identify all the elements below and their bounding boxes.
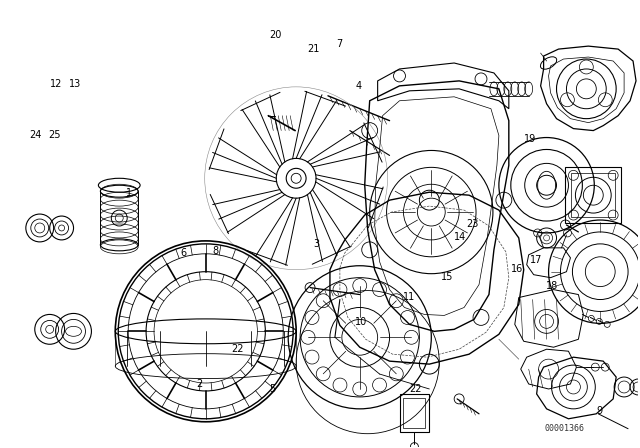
- Text: 24: 24: [29, 130, 41, 140]
- Bar: [403, 398, 426, 428]
- Text: 4: 4: [355, 81, 361, 91]
- Text: 23: 23: [467, 219, 479, 229]
- Text: 21: 21: [307, 44, 320, 55]
- Text: 8: 8: [212, 246, 218, 256]
- Bar: [572, 173, 615, 217]
- Bar: [399, 394, 429, 432]
- Text: 13: 13: [69, 79, 81, 89]
- Text: 3: 3: [314, 239, 320, 249]
- Text: 16: 16: [511, 263, 524, 274]
- Text: 22: 22: [409, 384, 422, 394]
- Text: 2: 2: [196, 379, 202, 389]
- Text: 7: 7: [336, 39, 342, 49]
- Text: 6: 6: [180, 248, 186, 258]
- Text: 15: 15: [441, 272, 453, 282]
- Text: 14: 14: [454, 233, 466, 242]
- Text: 10: 10: [355, 317, 367, 327]
- Text: 1: 1: [126, 188, 132, 198]
- Text: 9: 9: [596, 406, 603, 416]
- Text: 17: 17: [530, 254, 543, 265]
- Text: 00001366: 00001366: [545, 424, 585, 433]
- Text: 12: 12: [50, 79, 62, 89]
- Text: 18: 18: [546, 281, 558, 291]
- Text: 19: 19: [524, 134, 536, 144]
- Text: 20: 20: [269, 30, 282, 40]
- Text: 25: 25: [48, 130, 60, 140]
- Text: 5: 5: [269, 384, 275, 394]
- Text: 22: 22: [231, 344, 244, 353]
- Text: 11: 11: [403, 293, 415, 302]
- Bar: [566, 168, 621, 223]
